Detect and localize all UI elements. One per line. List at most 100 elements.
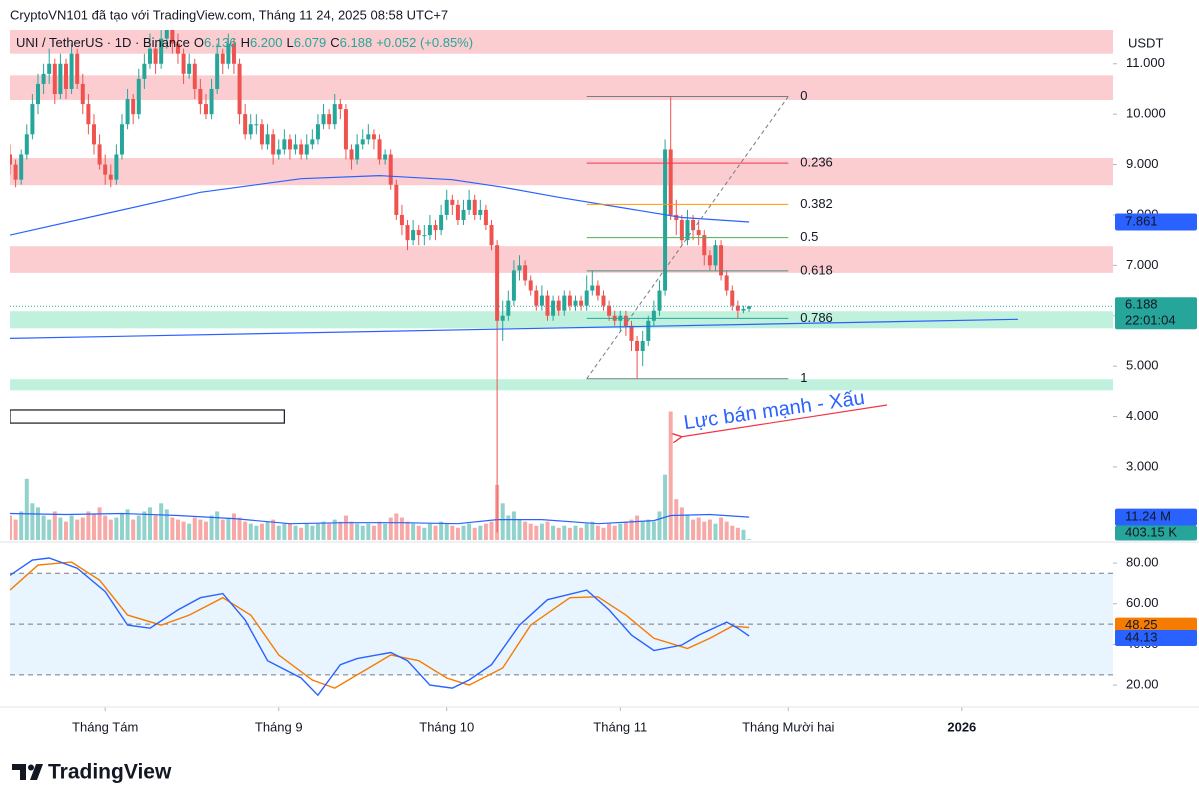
volume-bar	[75, 519, 80, 540]
volume-bar	[394, 513, 399, 540]
legend-value: 6.136	[204, 35, 237, 50]
volume-bar	[47, 519, 52, 540]
volume-bar	[567, 527, 572, 540]
y-tick-label: 9.000	[1126, 156, 1159, 171]
volume-bar	[371, 525, 376, 540]
candle-body	[607, 305, 612, 316]
candle-body	[556, 300, 561, 311]
volume-bar	[248, 523, 253, 540]
volume-bar	[483, 523, 488, 540]
candle-body	[640, 340, 645, 352]
volume-bar	[618, 523, 623, 540]
candle-body	[539, 295, 544, 306]
candle-body	[478, 209, 483, 215]
candle-body	[679, 219, 684, 241]
candle-body	[10, 154, 12, 165]
volume-bar	[243, 521, 248, 540]
candle-body	[567, 295, 572, 306]
volume-bar	[181, 521, 186, 540]
volume-bar	[24, 478, 29, 540]
y-tick-label: 10.000	[1126, 106, 1166, 121]
candle-body	[483, 209, 488, 226]
candle-body	[399, 214, 404, 226]
legend-change: +0.052 (+0.85%)	[376, 35, 473, 50]
volume-bar	[310, 525, 315, 540]
volume-bar	[635, 515, 640, 540]
candle-body	[590, 285, 595, 291]
volume-bar	[651, 521, 656, 540]
volume-bar	[125, 509, 130, 540]
volume-bar	[69, 515, 74, 540]
volume-bar	[685, 515, 690, 540]
candle-body	[159, 38, 164, 64]
legend-value: 6.079	[294, 35, 327, 50]
volume-bar	[668, 411, 673, 540]
volume-bar	[696, 517, 701, 540]
volume-bar	[299, 527, 304, 540]
volume-bar	[461, 525, 466, 540]
badge-label: 11.24 M	[1125, 509, 1171, 524]
volume-bar	[623, 521, 628, 540]
brand-logo	[12, 764, 43, 780]
candle-body	[243, 114, 248, 135]
badge-label: 48.25	[1125, 617, 1158, 632]
volume-bar	[265, 521, 270, 540]
volume-bar	[282, 523, 287, 540]
candle-body	[595, 285, 600, 296]
legend-key: O	[194, 35, 204, 50]
volume-bar	[209, 515, 214, 540]
candle-body	[41, 73, 46, 84]
candle-body	[114, 154, 119, 180]
candle-body	[450, 199, 455, 205]
volume-bar	[674, 499, 679, 540]
volume-bar	[500, 503, 505, 540]
candle-body	[416, 230, 421, 236]
volume-bar	[215, 511, 220, 540]
volume-bar	[175, 519, 180, 540]
volume-bar	[405, 521, 410, 540]
candle-body	[461, 209, 466, 220]
volume-bar	[455, 527, 460, 540]
volume-bar	[119, 513, 124, 540]
volume-bar	[80, 517, 85, 540]
volume-bar	[293, 525, 298, 540]
fib-diagonal	[586, 96, 789, 380]
candle-body	[741, 308, 746, 311]
x-tick-label: Tháng Mười hai	[742, 719, 834, 734]
header: CryptoVN101 đã tạo với TradingView.com, …	[10, 7, 448, 22]
y-tick-label: 4.000	[1126, 408, 1159, 423]
candle-body	[293, 144, 298, 150]
candle-body	[427, 225, 432, 236]
fib-label: 0.618	[800, 262, 833, 277]
stoch-tick-label: 20.00	[1126, 677, 1159, 692]
candle-body	[271, 134, 276, 155]
volume-bar	[545, 521, 550, 540]
volume-bar	[220, 519, 225, 540]
volume-bar	[511, 511, 516, 540]
volume-bar	[203, 521, 208, 540]
volume-bar	[10, 515, 12, 540]
candle-body	[511, 270, 516, 301]
volume-bar	[259, 523, 264, 540]
y-tick-label: 3.000	[1126, 458, 1159, 473]
candle-body	[377, 139, 382, 160]
volume-bar	[366, 523, 371, 540]
candle-body	[545, 295, 550, 316]
volume-bar	[601, 527, 606, 540]
price-badge	[1115, 630, 1197, 647]
x-tick-label: 2026	[947, 719, 976, 734]
volume-bar	[433, 525, 438, 540]
volume-bar	[416, 525, 421, 540]
candle-body	[63, 63, 68, 89]
volume-bar	[30, 503, 35, 540]
stoch-d-line	[10, 561, 750, 689]
volume-bar	[741, 529, 746, 540]
volume-bar	[108, 519, 113, 540]
candle-body	[86, 104, 91, 125]
volume-bar	[271, 519, 276, 540]
volume-bar	[411, 523, 416, 540]
volume-bar	[383, 523, 388, 540]
volume-bar	[58, 517, 63, 540]
candle-body	[343, 109, 348, 150]
